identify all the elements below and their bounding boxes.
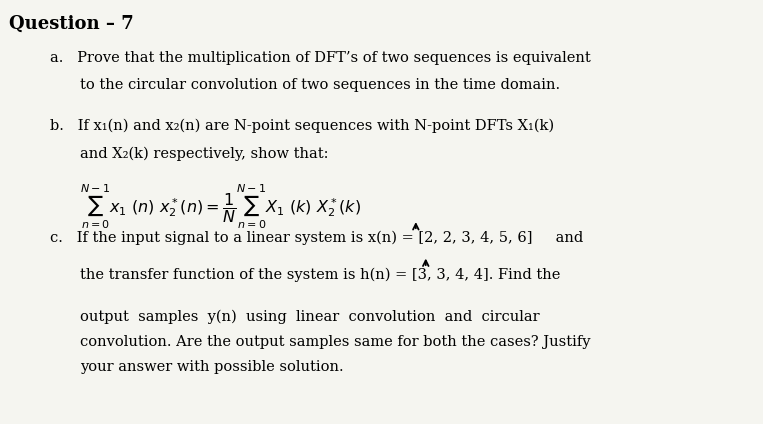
Text: to the circular convolution of two sequences in the time domain.: to the circular convolution of two seque… [80,78,560,92]
Text: the transfer function of the system is h(n) = [3, 3, 4, 4]. Find the: the transfer function of the system is h… [80,267,561,282]
Text: $\sum_{n=0}^{N-1} x_1\ (n)\ x_2^*(n) = \dfrac{1}{N}\sum_{n=0}^{N-1} X_1\ (k)\ X_: $\sum_{n=0}^{N-1} x_1\ (n)\ x_2^*(n) = \… [80,182,361,231]
Text: c.   If the input signal to a linear system is x(n) = [2, 2, 3, 4, 5, 6]     and: c. If the input signal to a linear syste… [50,231,583,245]
Text: Question – 7: Question – 7 [9,15,134,33]
Text: and X₂(k) respectively, show that:: and X₂(k) respectively, show that: [80,146,329,161]
Text: your answer with possible solution.: your answer with possible solution. [80,360,344,374]
Text: a.   Prove that the multiplication of DFT’s of two sequences is equivalent: a. Prove that the multiplication of DFT’… [50,51,591,65]
Text: output  samples  y(n)  using  linear  convolution  and  circular: output samples y(n) using linear convolu… [80,310,539,324]
Text: b.   If x₁(n) and x₂(n) are N-point sequences with N-point DFTs X₁(k): b. If x₁(n) and x₂(n) are N-point sequen… [50,119,554,133]
Text: convolution. Are the output samples same for both the cases? Justify: convolution. Are the output samples same… [80,335,591,349]
